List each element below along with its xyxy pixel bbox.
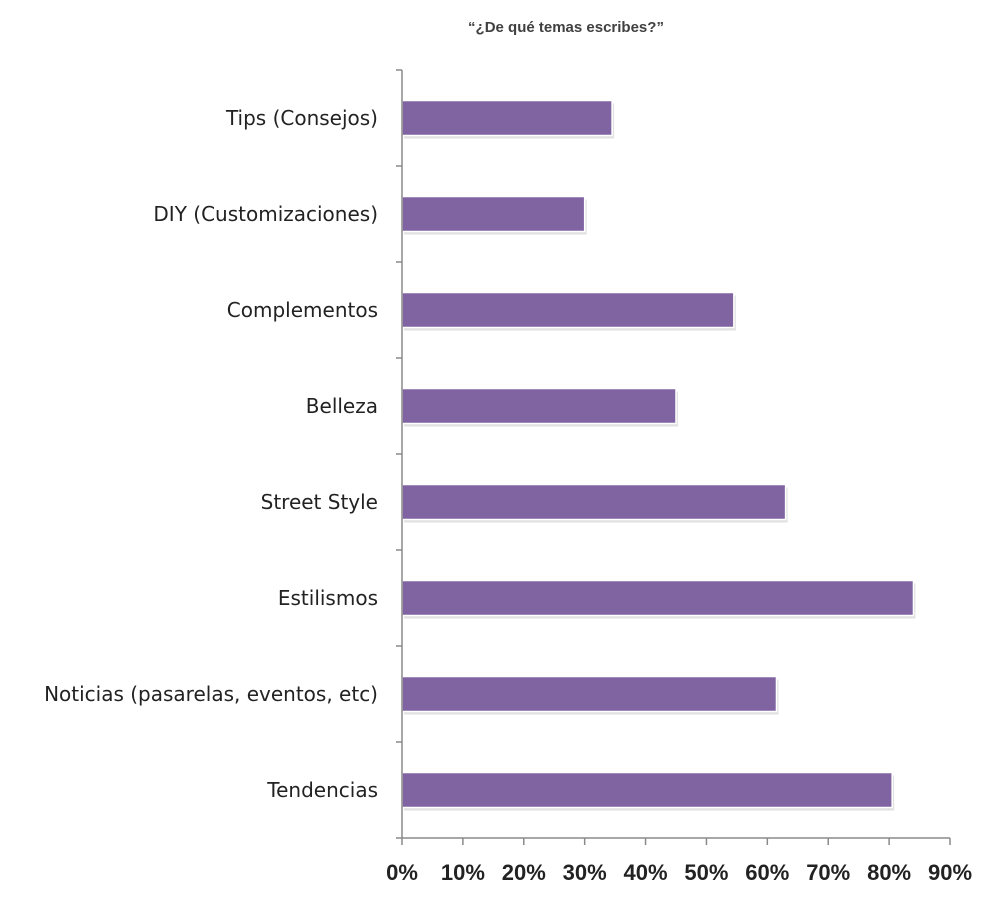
bar-street-style <box>401 483 787 521</box>
x-tick-label: 10% <box>441 860 485 885</box>
x-tick-label: 80% <box>867 860 911 885</box>
category-label-complementos: Complementos <box>227 298 378 322</box>
x-tick-label: 40% <box>624 860 668 885</box>
category-label-belleza: Belleza <box>306 394 378 418</box>
x-tick-label: 20% <box>502 860 546 885</box>
x-tick-label: 60% <box>745 860 789 885</box>
bar-complementos <box>401 291 735 329</box>
chart-title: “¿De qué temas escribes?” <box>468 19 664 36</box>
x-tick-label: 50% <box>684 860 728 885</box>
x-tick-label: 90% <box>928 860 972 885</box>
x-tick-label: 0% <box>386 860 418 885</box>
bar-tendencias <box>401 771 893 809</box>
bar-tips-consejos <box>401 99 613 137</box>
bar-diy-customizaciones <box>401 195 586 233</box>
category-label-estilismos: Estilismos <box>278 586 378 610</box>
category-label-noticias-pasarelas-eventos-etc: Noticias (pasarelas, eventos, etc) <box>44 682 378 706</box>
category-label-street-style: Street Style <box>261 490 378 514</box>
bar-noticias-pasarelas-eventos-etc <box>401 675 778 713</box>
axes-layer <box>396 69 951 845</box>
bar-belleza <box>401 387 677 425</box>
labels-layer: Tips (Consejos) DIY (Customizaciones) Comp… <box>44 106 972 885</box>
x-tick-label: 70% <box>806 860 850 885</box>
bar-estilismos <box>401 579 915 617</box>
category-label-tips-consejos: Tips (Consejos) <box>225 106 378 130</box>
x-tick-label: 30% <box>563 860 607 885</box>
bars-layer <box>401 99 916 811</box>
category-label-diy-customizaciones: DIY (Customizaciones) <box>153 202 378 226</box>
category-label-tendencias: Tendencias <box>266 778 378 802</box>
